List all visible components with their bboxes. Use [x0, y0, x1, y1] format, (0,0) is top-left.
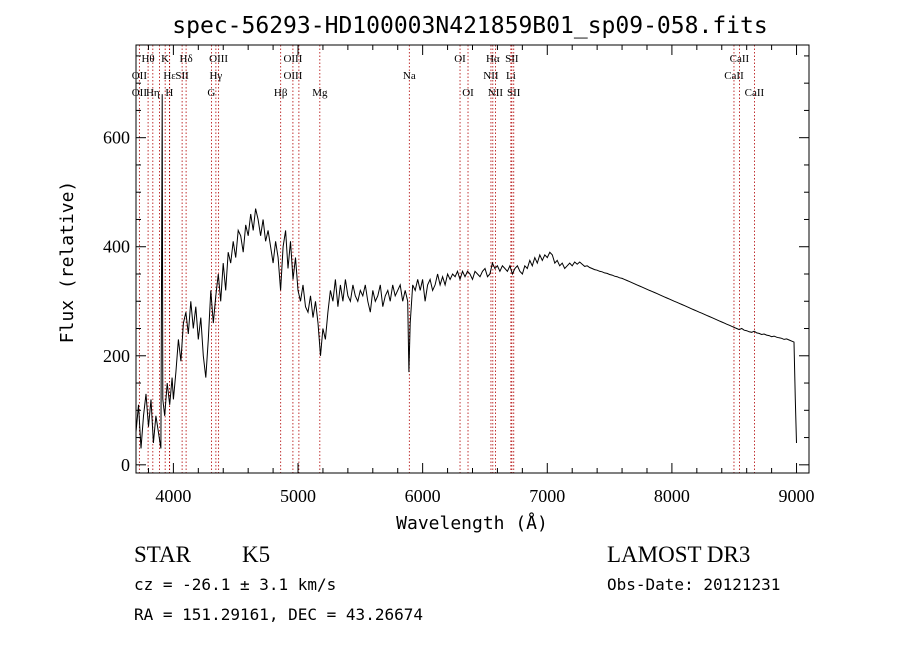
spectrum-line	[135, 94, 797, 449]
marker-label: Hδ	[180, 53, 193, 65]
x-tick-label: 7000	[529, 486, 565, 506]
observation-date: Obs-Date: 20121231	[607, 575, 780, 594]
x-tick-label: 8000	[654, 486, 690, 506]
object-subclass: K5	[242, 542, 270, 567]
marker-label: Hε	[163, 70, 176, 82]
marker-label: OI	[454, 53, 466, 65]
x-tick-label: 4000	[155, 486, 191, 506]
y-axis-label: Flux (relative)	[57, 181, 78, 344]
marker-label: Mg	[312, 87, 328, 99]
marker-label: NII	[483, 70, 499, 82]
plot-frame	[135, 44, 810, 474]
marker-label: NII	[488, 87, 504, 99]
marker-label: Hθ	[141, 53, 154, 65]
marker-label: H	[165, 87, 173, 99]
marker-label: G	[207, 87, 215, 99]
x-tick-label: 9000	[779, 486, 815, 506]
marker-label: OIII	[283, 70, 302, 82]
x-tick-label: 6000	[405, 486, 441, 506]
marker-label: SII	[505, 53, 519, 65]
object-class: STAR	[134, 542, 192, 567]
marker-label: Hα	[486, 53, 500, 65]
x-tick-label: 5000	[280, 486, 316, 506]
y-tick-label: 600	[103, 128, 130, 148]
y-tick-label: 0	[121, 455, 130, 475]
marker-label: OII	[132, 70, 148, 82]
y-axis: 0 200 400 600	[103, 55, 809, 475]
y-tick-label: 200	[103, 346, 130, 366]
coordinates: RA = 151.29161, DEC = 43.26674	[134, 605, 423, 624]
marker-label: K	[161, 53, 169, 65]
marker-label: CaII	[724, 70, 744, 82]
y-tick-label: 400	[103, 237, 130, 257]
marker-label: OIII	[209, 53, 228, 65]
marker-label: CaII	[745, 87, 765, 99]
marker-label: Na	[403, 70, 416, 82]
marker-label: Hβ	[274, 87, 288, 99]
marker-label: OIII	[283, 53, 302, 65]
x-axis-label: Wavelength (Å)	[396, 512, 548, 534]
marker-label: OI	[462, 87, 474, 99]
marker-label: Hη	[146, 87, 160, 99]
redshift-info: cz = -26.1 ± 3.1 km/s	[134, 575, 336, 594]
marker-label: SII	[507, 87, 521, 99]
x-axis: 4000 5000 6000 7000 8000 9000	[147, 45, 815, 506]
chart-title: spec-56293-HD100003N421859B01_sp09-058.f…	[172, 13, 767, 39]
survey-name: LAMOST DR3	[607, 542, 750, 567]
spectral-line-markers	[138, 45, 755, 473]
marker-label: SII	[175, 70, 189, 82]
marker-label: Li	[506, 70, 516, 82]
marker-label: CaII	[730, 53, 750, 65]
marker-label: Hγ	[209, 70, 222, 82]
